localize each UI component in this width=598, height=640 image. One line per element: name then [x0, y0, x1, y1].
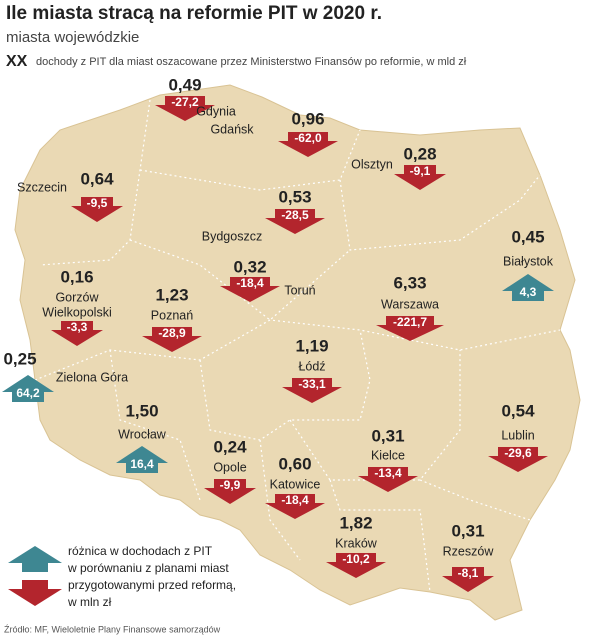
city-name: Warszawa [381, 297, 439, 311]
city-name: Rzeszów [443, 544, 495, 558]
income-label: 0,53 [278, 187, 311, 206]
change-label: -29,6 [504, 446, 532, 460]
city-name: Gorzów [55, 290, 99, 304]
city-name: Lublin [501, 428, 534, 442]
change-label: 4,3 [520, 285, 537, 299]
city-name: Wielkopolski [42, 305, 111, 319]
arrow-down [376, 316, 444, 341]
change-label: -62,0 [294, 131, 322, 145]
city-name: Bydgoszcz [202, 229, 262, 243]
change-label: -8,1 [458, 566, 479, 580]
legend-arrow-down [8, 580, 62, 606]
change-label: -18,4 [281, 493, 309, 507]
change-label: -9,9 [220, 478, 241, 492]
arrow-down [220, 277, 280, 302]
legend-text: w porównaniu z planami miast [67, 561, 229, 575]
arrow-down [71, 197, 123, 222]
legend-arrow-up [8, 546, 62, 572]
arrow-down [442, 567, 494, 592]
legend-key: XX [6, 53, 28, 70]
income-label: 0,31 [371, 426, 404, 445]
city-name: Katowice [270, 477, 321, 491]
income-label: 1,23 [155, 285, 188, 304]
city-name: Kielce [371, 448, 405, 462]
city-name: Wrocław [118, 427, 167, 441]
income-label: 1,50 [125, 401, 158, 420]
arrow-down [155, 96, 215, 121]
arrow-down [358, 467, 418, 492]
income-label: 0,28 [403, 144, 436, 163]
city-name: Łódź [298, 359, 325, 373]
city-name: Kraków [335, 536, 378, 550]
change-label: -221,7 [393, 315, 427, 329]
change-label: -28,9 [158, 326, 186, 340]
city-name: Zielona Góra [56, 370, 128, 384]
change-label: -3,3 [67, 320, 88, 334]
income-label: 0,25 [3, 349, 36, 368]
income-label: 0,60 [278, 454, 311, 473]
change-label: 16,4 [130, 457, 154, 471]
income-label: 0,24 [213, 437, 247, 456]
change-label: -18,4 [236, 276, 264, 290]
income-label: 0,31 [451, 521, 484, 540]
arrow-down [204, 479, 256, 504]
change-label: -27,2 [171, 95, 199, 109]
income-label: 0,64 [80, 169, 114, 188]
city-name: Opole [213, 460, 246, 474]
legend-text: w mln zł [67, 595, 112, 609]
income-label: 1,19 [295, 336, 328, 355]
arrow-down [265, 209, 325, 234]
income-label: 0,96 [291, 109, 324, 128]
arrow-down [282, 378, 342, 403]
arrow-down [51, 321, 103, 346]
arrow-up [502, 274, 554, 301]
change-label: -13,4 [374, 466, 402, 480]
region-borders [34, 99, 561, 593]
city-name: Gdańsk [210, 122, 254, 136]
city-name: Toruń [284, 283, 315, 297]
city-name: Olsztyn [351, 157, 393, 171]
city-name: Białystok [503, 254, 554, 268]
change-label: 64,2 [16, 386, 40, 400]
change-label: -9,1 [410, 164, 431, 178]
legend-text: różnica w dochodach z PIT [68, 544, 213, 558]
income-label: 1,82 [339, 513, 372, 532]
income-label: 0,49 [168, 75, 201, 94]
change-label: -28,5 [281, 208, 309, 222]
arrow-up [116, 446, 168, 473]
income-label: 0,45 [511, 227, 544, 246]
income-label: 0,54 [501, 401, 535, 420]
arrow-down [278, 132, 338, 157]
legend-key-text: dochody z PIT dla miast oszacowane przez… [36, 56, 467, 68]
arrow-down [142, 327, 202, 352]
title: Ile miasta stracą na reformie PIT w 2020… [6, 3, 382, 24]
legend-text: przygotowanymi przed reformą, [68, 578, 236, 592]
arrow-down [326, 553, 386, 578]
city-name: Szczecin [17, 180, 67, 194]
income-label: 0,16 [60, 267, 93, 286]
change-label: -9,5 [87, 196, 108, 210]
arrow-down [265, 494, 325, 519]
city-name: Poznań [151, 308, 193, 322]
change-label: -33,1 [298, 377, 326, 391]
income-label: 6,33 [393, 273, 426, 292]
subtitle: miasta wojewódzkie [6, 29, 139, 46]
city-name: Gdynia [196, 104, 236, 118]
arrow-up [2, 375, 54, 402]
change-label: -10,2 [342, 552, 370, 566]
source: Źródło: MF, Wieloletnie Plany Finansowe … [4, 624, 221, 634]
income-label: 0,32 [233, 257, 266, 276]
arrow-down [394, 165, 446, 190]
arrow-down [488, 447, 548, 472]
